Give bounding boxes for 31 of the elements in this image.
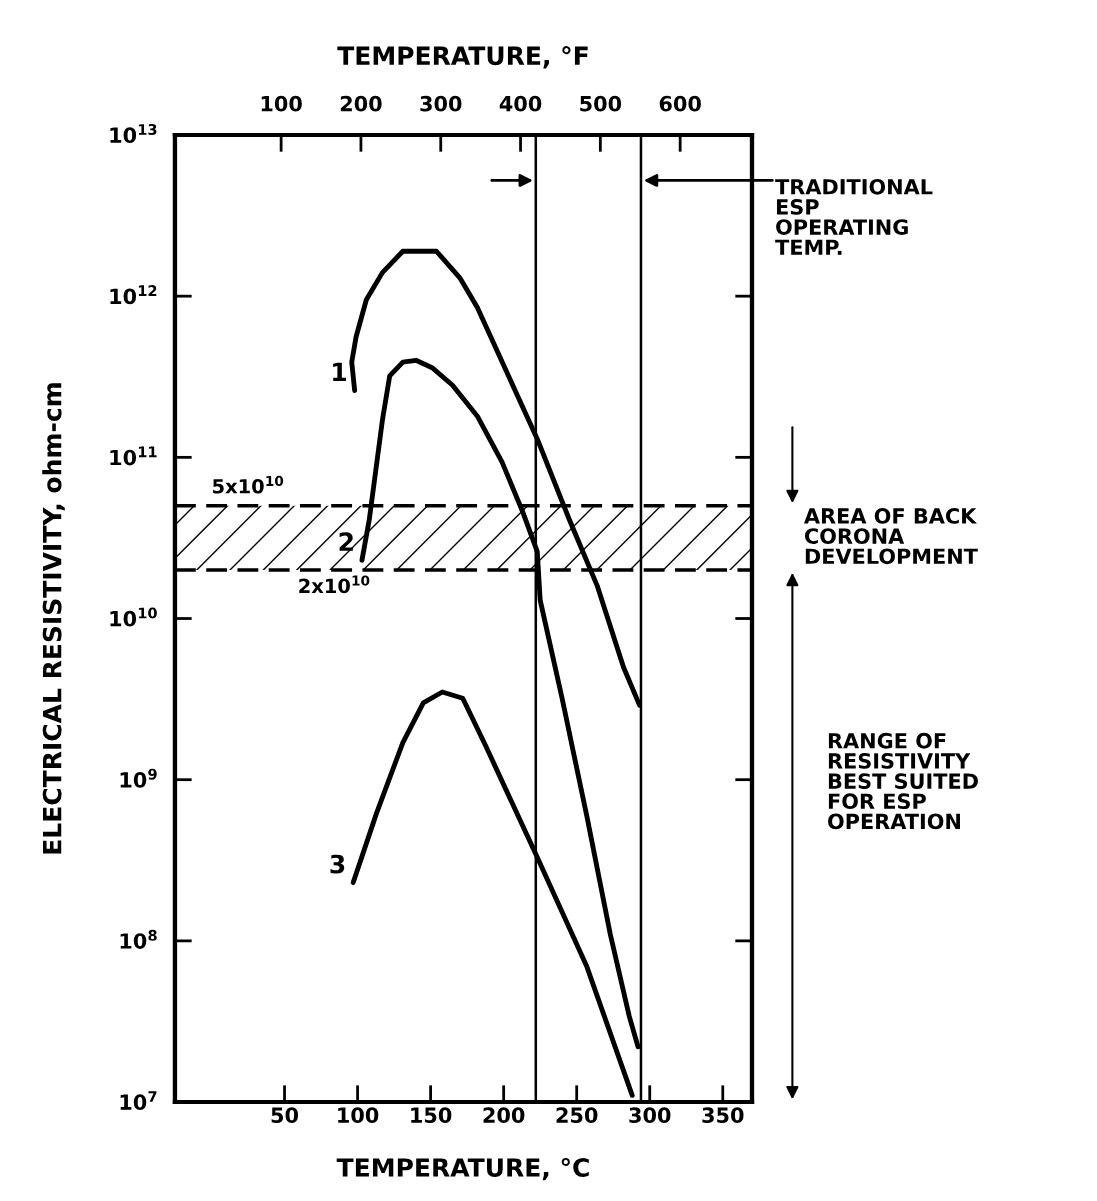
- x2-tick-label: 100: [261, 95, 302, 112]
- y-tick-label: 10$^{7}$: [120, 1091, 157, 1111]
- x-tick-label: 50: [271, 1107, 299, 1124]
- y-tick-label: 10$^{8}$: [120, 929, 157, 949]
- annotation: 2x10$^{10}$: [299, 575, 370, 594]
- y-tick-label: 10$^{10}$: [110, 607, 157, 627]
- series-label: 1: [333, 362, 346, 382]
- band-label: AREA OF BACK CORONA DEVELOPMENT: [804, 508, 978, 565]
- x2-tick-label: 400: [499, 95, 542, 112]
- series-label: 2: [339, 532, 353, 551]
- y-tick-label: 10$^{12}$: [110, 285, 157, 305]
- text: RANGE OF RESISTIVITY BEST SUITED FOR ESP OPERATION: [828, 732, 978, 830]
- x-tick-label: 100: [338, 1107, 379, 1124]
- y-axis-title: ELECTRICAL RESISTIVITY, ohm-cm: [42, 383, 65, 854]
- y-tick-label: 10$^{9}$: [120, 768, 157, 788]
- x2-tick-label: 600: [659, 95, 701, 112]
- y-tick-label: 10$^{11}$: [110, 446, 157, 466]
- text: TRADITIONAL ESP OPERATING TEMP.: [775, 178, 933, 255]
- x-tick-label: 300: [629, 1107, 671, 1124]
- x2-axis-title: TEMPERATURE, °F: [337, 46, 588, 69]
- x-tick-label: 150: [411, 1107, 452, 1124]
- x2-tick-label: 500: [580, 95, 622, 112]
- x-tick-label: 350: [702, 1107, 744, 1124]
- x-tick-label: 200: [483, 1107, 525, 1124]
- annotation: 5x10$^{10}$: [213, 475, 284, 494]
- y-tick-label: 10$^{13}$: [110, 123, 157, 144]
- x-axis-title: TEMPERATURE, °C: [336, 1157, 589, 1181]
- x-tick-label: 250: [556, 1107, 598, 1124]
- x2-tick-label: 200: [340, 95, 382, 112]
- series-label: 3: [330, 854, 345, 874]
- x2-tick-label: 300: [420, 95, 462, 112]
